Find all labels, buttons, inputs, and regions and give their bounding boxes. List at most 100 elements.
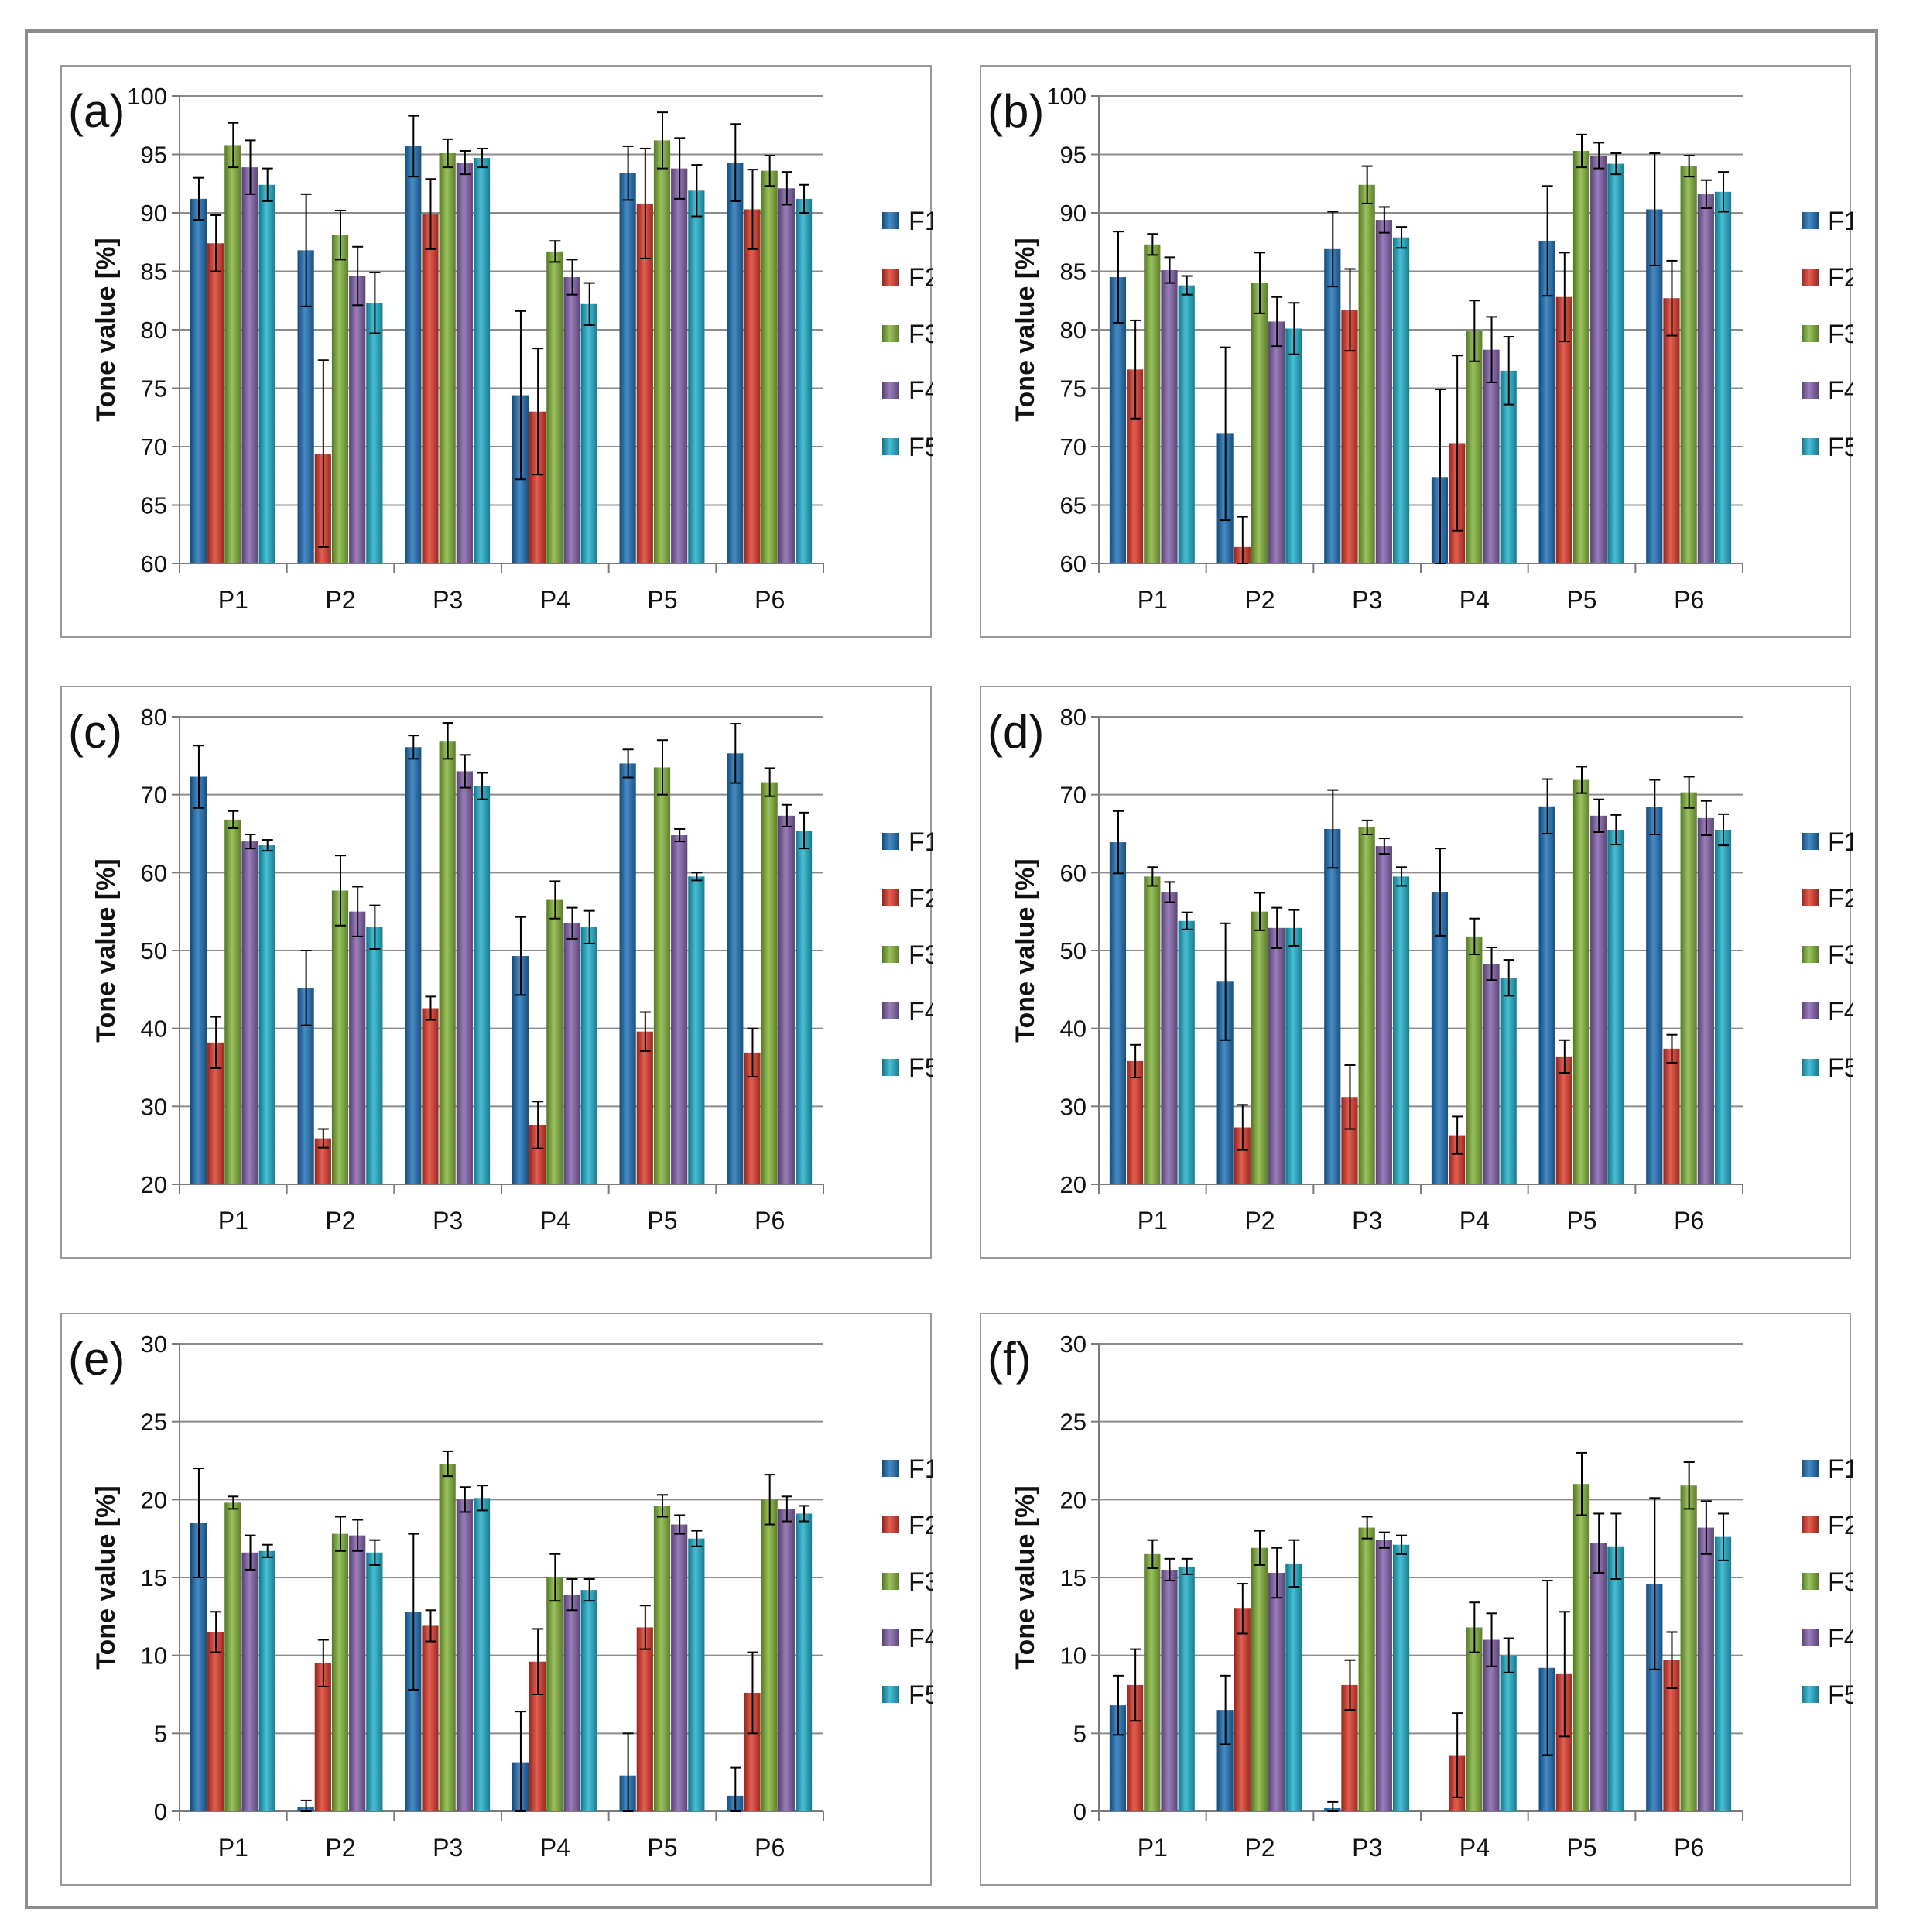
- bar-f1: [1324, 828, 1341, 1184]
- bar-f1: [1324, 248, 1341, 564]
- category-label: P6: [755, 586, 785, 614]
- category-label: P3: [1352, 1834, 1382, 1862]
- category-label: P2: [1244, 586, 1275, 614]
- bar-f5: [1607, 829, 1624, 1184]
- category-label: P2: [325, 586, 355, 614]
- panel-f: 0 5 10 15 20 25 30 P1 P2 P3 P4 P5 P6 F1 F2 F3 F4 F5 Tone v…: [980, 1313, 1853, 1886]
- bar-f5: [1392, 1544, 1410, 1811]
- legend-swatch-f3: [882, 946, 899, 963]
- bar-f5: [1607, 163, 1624, 564]
- y-tick-label: 70: [141, 782, 167, 809]
- legend-label-f5: F5: [1828, 433, 1853, 462]
- bar-f1: [405, 1612, 422, 1811]
- y-tick-label: 50: [1060, 937, 1086, 964]
- bar-f3: [1144, 244, 1161, 564]
- category-label: P4: [1459, 586, 1490, 614]
- bar-f3: [1572, 150, 1590, 564]
- bar-f1: [1216, 1710, 1234, 1811]
- legend-swatch-f1: [1802, 212, 1819, 229]
- legend-label-f5: F5: [1828, 1680, 1853, 1710]
- y-tick-label: 95: [1060, 142, 1086, 169]
- bar-f3: [1466, 1627, 1483, 1811]
- bar-f2: [1234, 1608, 1251, 1811]
- legend-label-f4: F4: [1828, 997, 1853, 1026]
- legend-label-f4: F4: [909, 376, 933, 406]
- bar-f1: [512, 956, 529, 1184]
- chart-e: 0 5 10 15 20 25 30 P1 P2 P3 P4 P5 P6 F1 F2 F3 F4 F5 Tone v…: [68, 1331, 933, 1862]
- legend-swatch-f3: [1802, 325, 1819, 342]
- legend-label-f3: F3: [1828, 320, 1853, 349]
- legend-label-f4: F4: [909, 1624, 933, 1653]
- bar-f1: [1538, 241, 1555, 564]
- bar-f3: [224, 1502, 241, 1811]
- bar-f4: [1483, 349, 1500, 564]
- bar-f4: [456, 1499, 473, 1811]
- bar-f3: [1572, 779, 1590, 1184]
- legend-label-f3: F3: [909, 320, 933, 349]
- bar-f5: [366, 303, 383, 564]
- legend-label-f1: F1: [1828, 827, 1853, 857]
- legend-label-f2: F2: [1828, 884, 1853, 913]
- bar-f2: [1127, 1060, 1144, 1184]
- legend-label-f2: F2: [1828, 263, 1853, 293]
- y-tick-label: 95: [141, 142, 167, 169]
- y-tick-label: 30: [141, 1093, 167, 1120]
- legend-swatch-f3: [1802, 946, 1819, 963]
- legend-label-f4: F4: [909, 997, 933, 1026]
- legend-swatch-f5: [882, 1686, 899, 1703]
- panel-c: 20 30 40 50 60 70 80 P1 P2 P3 P4 P5 P6 F1 F2 F3 F4 F5 Tone…: [60, 686, 933, 1259]
- y-tick-label: 90: [1060, 200, 1086, 227]
- bar-f4: [1268, 1572, 1285, 1811]
- category-label: P3: [433, 586, 463, 614]
- panel-letter: (c): [68, 706, 122, 758]
- panel-b: 60 65 70 75 80 85 90 95 100 P1 P2 P3 P4 P5 P6 F1 F2 F3 F4 F…: [980, 65, 1853, 638]
- bar-f4: [671, 1524, 688, 1811]
- y-tick-label: 20: [1060, 1486, 1086, 1513]
- bar-f2: [529, 1125, 546, 1184]
- bar-f4: [1375, 846, 1392, 1184]
- bar-f2: [636, 203, 653, 564]
- bar-f3: [546, 899, 563, 1184]
- bar-f1: [1646, 209, 1663, 564]
- bar-f3: [439, 741, 456, 1184]
- y-tick-label: 15: [1060, 1564, 1086, 1591]
- y-tick-label: 10: [1060, 1643, 1086, 1670]
- bar-f2: [1449, 1135, 1466, 1184]
- bar-f5: [1178, 1566, 1195, 1811]
- bar-f2: [744, 1692, 761, 1811]
- legend-label-f2: F2: [1828, 1511, 1853, 1540]
- panel-letter: (e): [68, 1333, 125, 1385]
- bar-f1: [727, 163, 744, 564]
- category-label: P3: [1352, 1207, 1382, 1235]
- y-tick-label: 15: [141, 1564, 167, 1591]
- legend-label-f5: F5: [909, 433, 933, 462]
- legend-swatch-f4: [882, 1629, 899, 1646]
- legend-swatch-f4: [1802, 1629, 1819, 1646]
- bar-f4: [671, 835, 688, 1184]
- chart-d: 20 30 40 50 60 70 80 P1 P2 P3 P4 P5 P6 F1 F2 F3 F4 F5 Tone…: [987, 704, 1853, 1235]
- legend-swatch-f4: [882, 382, 899, 399]
- bar-f3: [1251, 283, 1268, 564]
- bar-f5: [795, 1513, 813, 1811]
- bar-f2: [314, 1138, 331, 1184]
- bar-f3: [546, 251, 563, 564]
- bar-f5: [1500, 1655, 1517, 1811]
- bar-f4: [1375, 220, 1392, 564]
- bar-f1: [190, 1523, 207, 1811]
- bar-f3: [1680, 792, 1697, 1184]
- bar-f4: [241, 1552, 258, 1811]
- y-tick-label: 60: [141, 859, 167, 886]
- y-axis-title: Tone value [%]: [91, 1485, 121, 1669]
- bar-f4: [1590, 1543, 1607, 1811]
- bar-f1: [1109, 1705, 1127, 1811]
- bar-f2: [1341, 1684, 1358, 1811]
- legend-swatch-f2: [1802, 269, 1819, 286]
- category-label: P4: [1459, 1834, 1490, 1862]
- panel-letter: (f): [987, 1333, 1032, 1385]
- bar-f5: [1392, 876, 1410, 1184]
- bar-f1: [405, 747, 422, 1184]
- bar-f4: [349, 911, 366, 1184]
- bar-f5: [258, 845, 275, 1184]
- bar-f4: [1483, 1639, 1500, 1811]
- bar-f2: [636, 1031, 653, 1184]
